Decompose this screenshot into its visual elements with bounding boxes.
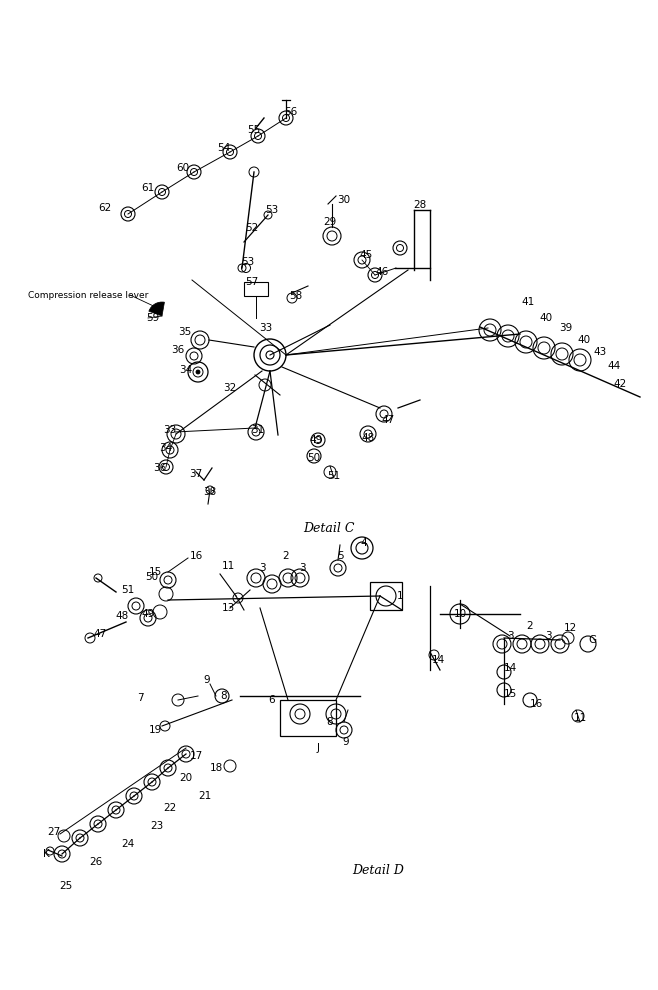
- Text: 2: 2: [526, 621, 534, 631]
- Text: 8: 8: [220, 691, 227, 701]
- Text: 61: 61: [141, 183, 155, 193]
- Text: 20: 20: [180, 773, 193, 783]
- Text: 40: 40: [578, 335, 591, 345]
- Text: 48: 48: [115, 611, 128, 621]
- Text: 7: 7: [137, 693, 143, 703]
- Text: 41: 41: [521, 297, 534, 307]
- Text: 3: 3: [299, 563, 305, 573]
- Text: K: K: [43, 849, 49, 859]
- Bar: [370, 582, 402, 610]
- Text: 25: 25: [59, 881, 72, 891]
- Bar: [244, 282, 268, 296]
- Text: 19: 19: [148, 725, 162, 735]
- Text: 50: 50: [307, 453, 320, 463]
- Text: 35: 35: [178, 327, 191, 337]
- Text: 3: 3: [259, 563, 265, 573]
- Text: 15: 15: [503, 689, 517, 699]
- Text: 5: 5: [337, 551, 343, 561]
- Text: 33: 33: [163, 425, 176, 435]
- Text: 36: 36: [171, 345, 185, 355]
- Text: 22: 22: [163, 803, 176, 813]
- Text: 51: 51: [121, 585, 135, 595]
- Wedge shape: [149, 302, 164, 316]
- Text: 32: 32: [223, 383, 237, 393]
- Text: 39: 39: [559, 323, 572, 333]
- Text: 14: 14: [432, 655, 445, 665]
- Text: 53: 53: [265, 205, 278, 215]
- Text: 10: 10: [453, 609, 467, 619]
- Text: G: G: [588, 635, 596, 645]
- Text: 12: 12: [563, 623, 576, 633]
- Text: 3: 3: [507, 631, 513, 641]
- Text: 18: 18: [209, 763, 222, 773]
- Text: 23: 23: [151, 821, 164, 831]
- Text: 52: 52: [245, 223, 259, 233]
- Text: 58: 58: [290, 291, 303, 301]
- Text: 55: 55: [247, 125, 261, 135]
- Text: 29: 29: [323, 217, 337, 227]
- Text: 40: 40: [540, 313, 553, 323]
- Text: 3: 3: [545, 631, 551, 641]
- Text: 43: 43: [594, 347, 607, 357]
- Text: 57: 57: [245, 277, 259, 287]
- Text: 11: 11: [221, 561, 235, 571]
- Text: 37: 37: [190, 469, 203, 479]
- Text: 27: 27: [47, 827, 61, 837]
- Text: 21: 21: [198, 791, 212, 801]
- Text: 16: 16: [530, 699, 543, 709]
- Text: 51: 51: [328, 471, 341, 481]
- Text: 30: 30: [338, 195, 351, 205]
- Text: 24: 24: [121, 839, 135, 849]
- Text: 1: 1: [397, 591, 403, 601]
- Text: 54: 54: [217, 143, 230, 153]
- Text: 2: 2: [283, 551, 290, 561]
- Text: 14: 14: [503, 663, 517, 673]
- Text: 45: 45: [359, 250, 372, 260]
- Text: 6: 6: [268, 695, 275, 705]
- Text: 34: 34: [159, 443, 172, 453]
- Text: 26: 26: [89, 857, 103, 867]
- Text: 9: 9: [343, 737, 349, 747]
- Text: 17: 17: [190, 751, 203, 761]
- Text: 60: 60: [176, 163, 190, 173]
- Text: 34: 34: [180, 365, 193, 375]
- Text: 28: 28: [413, 200, 426, 210]
- Text: Detail C: Detail C: [303, 522, 355, 535]
- Text: 11: 11: [573, 713, 587, 723]
- Text: 13: 13: [221, 603, 235, 613]
- Text: 44: 44: [607, 361, 620, 371]
- Text: Compression release lever: Compression release lever: [28, 290, 148, 300]
- Text: 62: 62: [99, 203, 112, 213]
- Text: 56: 56: [284, 107, 297, 117]
- Text: J: J: [316, 743, 320, 753]
- Text: 15: 15: [148, 567, 162, 577]
- Text: 49: 49: [309, 435, 322, 445]
- Text: 59: 59: [146, 313, 160, 323]
- Text: 8: 8: [326, 717, 334, 727]
- Text: 31: 31: [251, 425, 265, 435]
- Text: 36: 36: [153, 463, 166, 473]
- Text: 33: 33: [259, 323, 272, 333]
- Text: 53: 53: [241, 257, 255, 267]
- Text: 4: 4: [361, 538, 367, 548]
- Text: 16: 16: [190, 551, 203, 561]
- Text: 46: 46: [375, 267, 389, 277]
- Bar: [280, 700, 336, 736]
- Text: 9: 9: [204, 675, 211, 685]
- Text: 38: 38: [203, 487, 216, 497]
- Text: 48: 48: [361, 433, 374, 443]
- Text: 47: 47: [382, 415, 395, 425]
- Circle shape: [196, 370, 200, 374]
- Text: 42: 42: [613, 379, 626, 389]
- Text: Detail D: Detail D: [352, 863, 404, 876]
- Text: 47: 47: [93, 629, 107, 639]
- Text: 50: 50: [145, 572, 159, 582]
- Text: 49: 49: [141, 609, 155, 619]
